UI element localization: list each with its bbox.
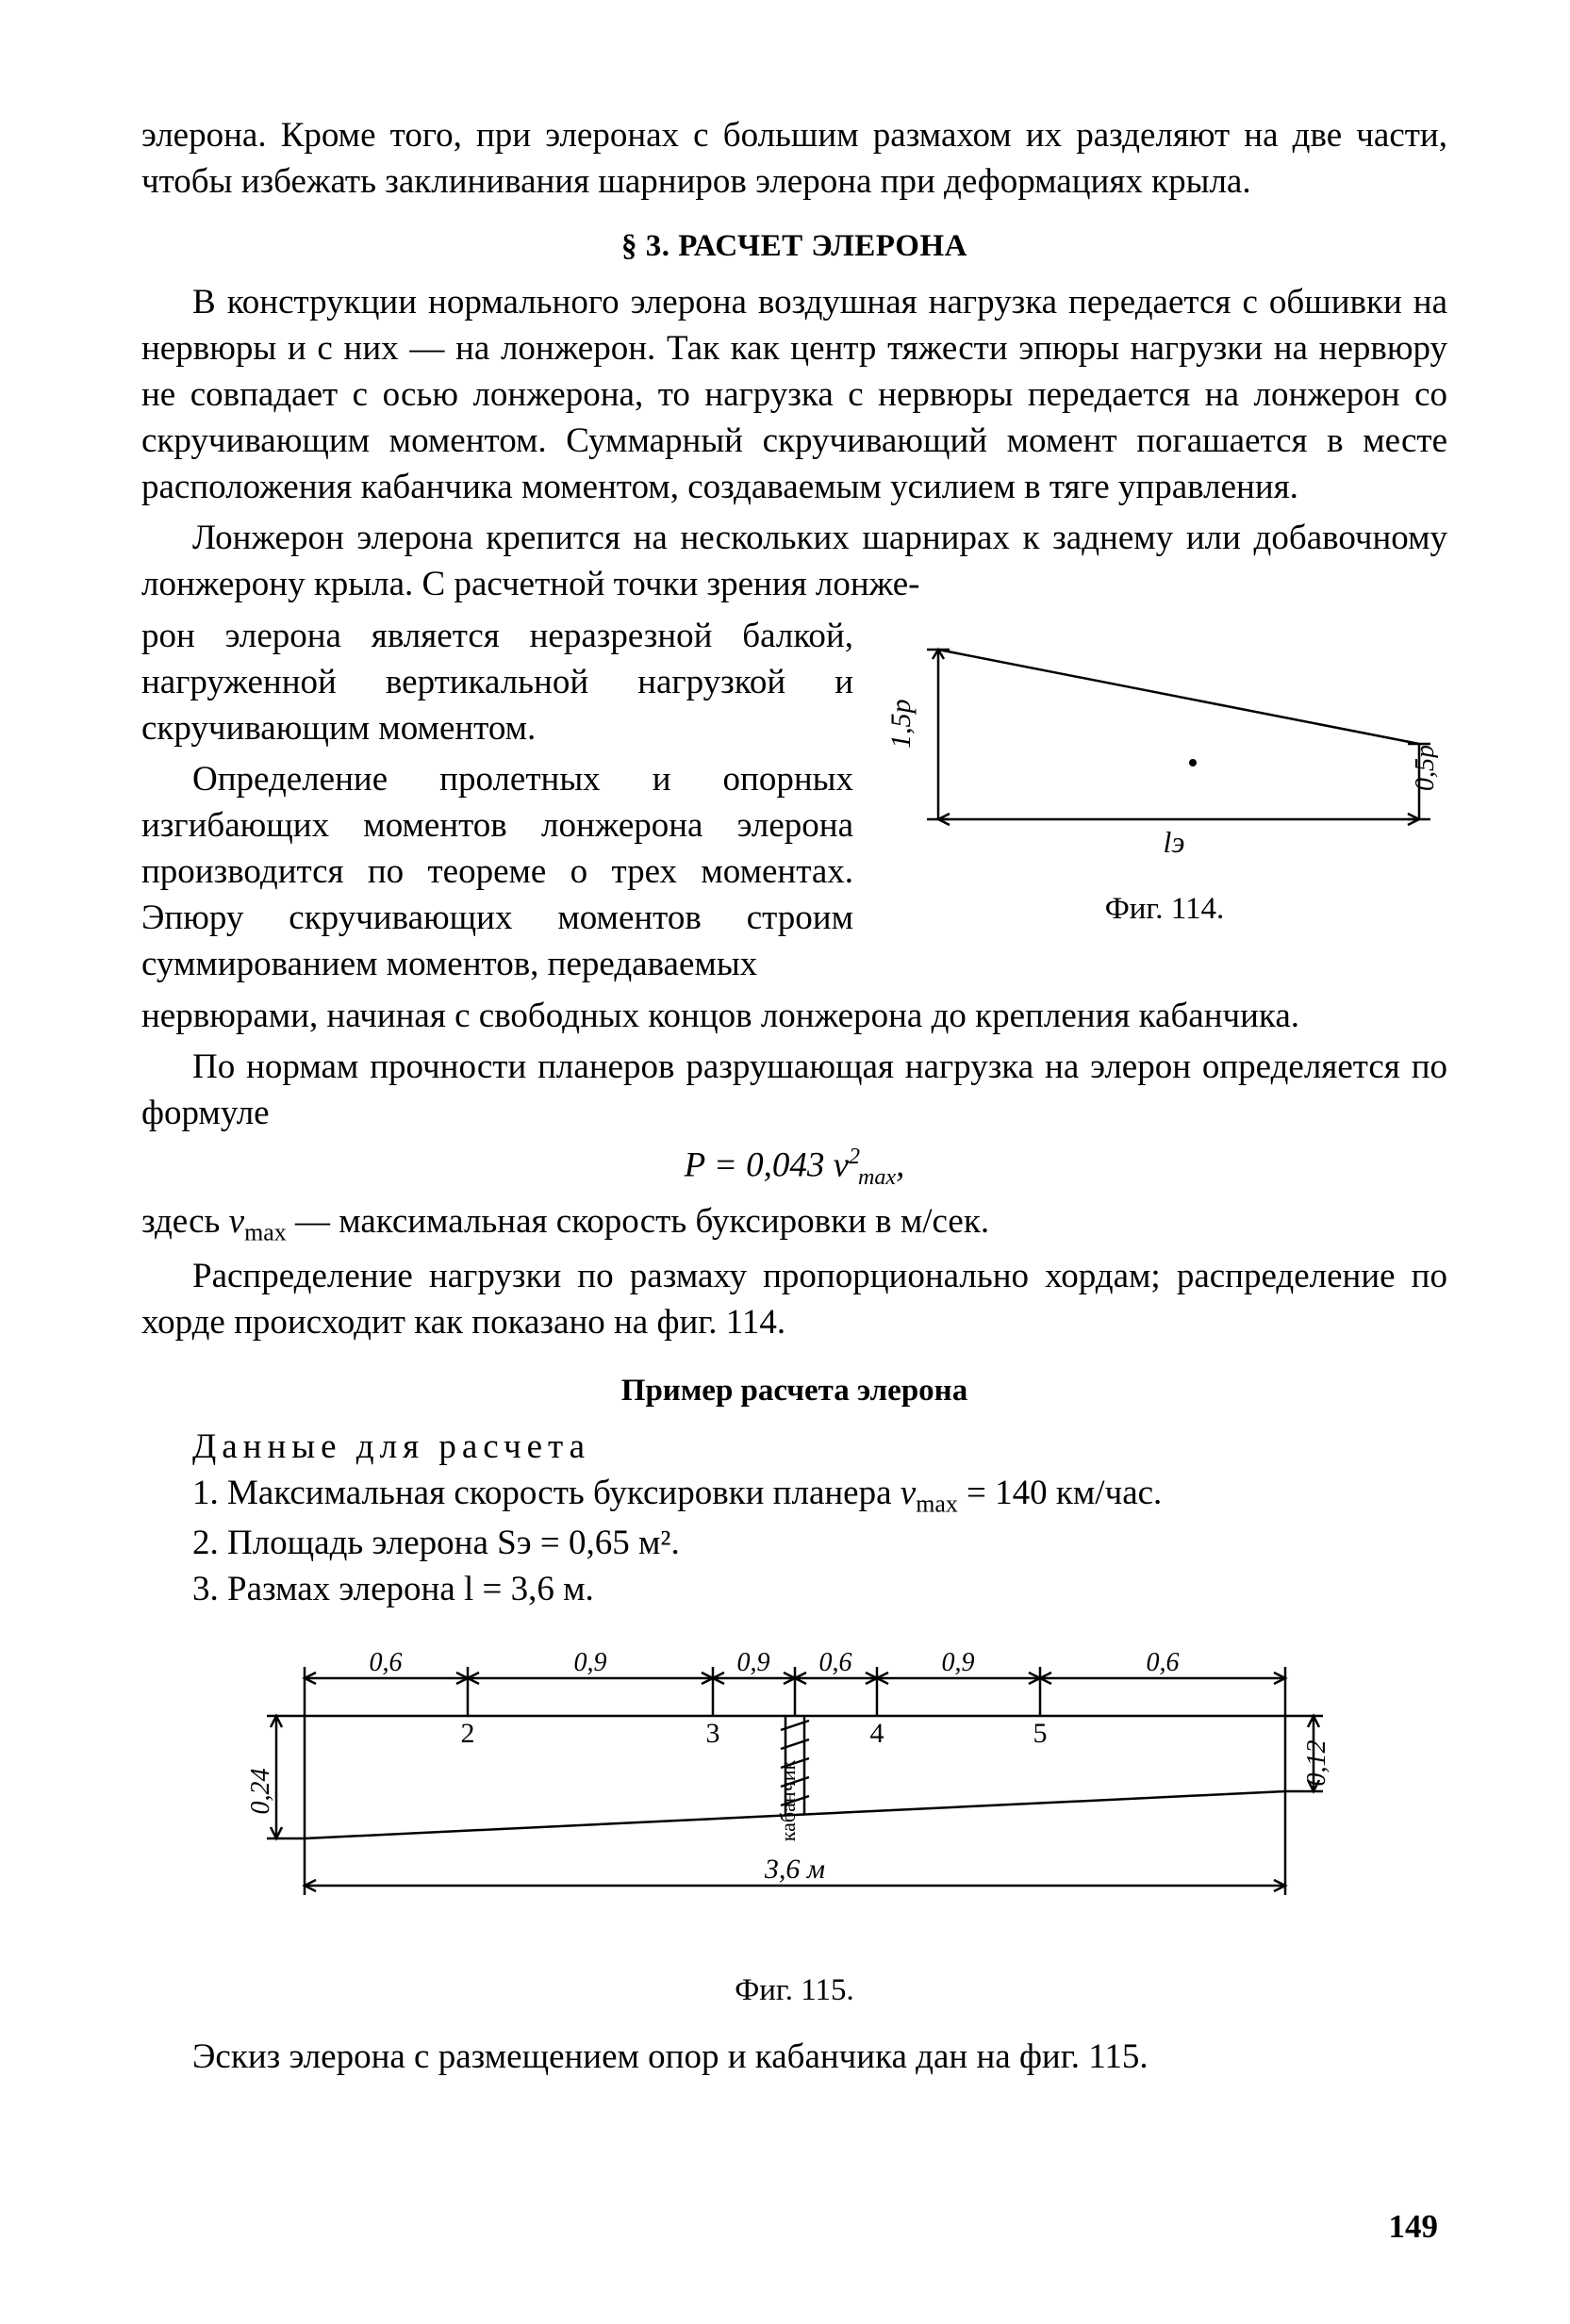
- list-2: 2. Площадь элерона Sэ = 0,65 м².: [141, 1521, 1447, 1567]
- para-last: Эскиз элерона с размещением опор и кабан…: [141, 2035, 1447, 2081]
- list1-rest: = 140 км/час.: [958, 1474, 1163, 1512]
- para-a: В конструкции нормального элерона воздуш…: [141, 280, 1447, 510]
- data-title: Данные для расчета: [141, 1425, 1447, 1471]
- formula-P: P: [685, 1146, 705, 1184]
- para-h: Распределение нагрузки по размаху пропор…: [141, 1254, 1447, 1346]
- para-e: нервюрами, начиная с свободных концов ло…: [141, 994, 1447, 1040]
- list-3: 3. Размах элерона l = 3,6 м.: [141, 1567, 1447, 1613]
- fig115-sup-5: 5: [1033, 1718, 1047, 1749]
- page: элерона. Кроме того, при элеронах с боль…: [0, 0, 1570, 2324]
- formula-coeff: 0,043: [746, 1146, 824, 1184]
- fig115-svg: 0,6 0,9 0,9 0,6 0,9 0,6 2 3 4 5 кабанчик…: [239, 1640, 1351, 1942]
- figure-115: 0,6 0,9 0,9 0,6 0,9 0,6 2 3 4 5 кабанчик…: [141, 1640, 1447, 2011]
- fig115-dim-5: 0,6: [1146, 1648, 1179, 1677]
- fig114-caption: Фиг. 114.: [882, 889, 1447, 931]
- para-g-rest: — максимальная скорость буксировки в м/с…: [287, 1202, 989, 1241]
- data-title-text: Данные для расчета: [192, 1427, 590, 1466]
- fig115-sup-3: 3: [705, 1718, 719, 1749]
- fig115-h-left: 0,24: [246, 1769, 275, 1815]
- fig114-svg: 1,5p 0,5p lэ: [891, 621, 1438, 866]
- formula-v: v: [834, 1146, 849, 1184]
- para-b: Лонжерон элерона крепится на нескольких …: [141, 516, 1447, 608]
- page-number: 149: [1389, 2205, 1439, 2249]
- wrap-block: 1,5p 0,5p lэ Фиг. 114. рон элерона являе…: [141, 614, 1447, 994]
- list-1: 1. Максимальная скорость буксировки план…: [141, 1471, 1447, 1521]
- example-title: Пример расчета элерона: [141, 1371, 1447, 1412]
- fig115-dim-3: 0,6: [818, 1648, 851, 1677]
- fig115-span: 3,6 м: [763, 1854, 824, 1885]
- fig115-dim-2: 0,9: [736, 1648, 769, 1677]
- para-g: здесь vmax — максимальная скорость букси…: [141, 1199, 1447, 1249]
- fig115-dim-0: 0,6: [369, 1648, 402, 1677]
- fig114-label-right: 0,5p: [1411, 745, 1438, 791]
- para-g-prefix: здесь: [141, 1202, 229, 1241]
- fig114-label-left: 1,5p: [891, 700, 917, 750]
- formula: P = 0,043 v2max,: [141, 1143, 1447, 1193]
- fig115-dim-1: 0,9: [573, 1648, 606, 1677]
- fig114-label-bottom: lэ: [1164, 825, 1185, 859]
- para-f: По нормам прочности планеров разрушающая…: [141, 1045, 1447, 1137]
- formula-sub: max: [858, 1165, 896, 1190]
- fig115-dim-4: 0,9: [941, 1648, 974, 1677]
- fig115-h-right: 0,12: [1302, 1740, 1331, 1787]
- fig115-sup-2: 2: [460, 1718, 474, 1749]
- list1-prefix: 1. Максимальная скорость буксировки план…: [192, 1474, 901, 1512]
- para-top: элерона. Кроме того, при элеронах с боль…: [141, 113, 1447, 206]
- fig115-caption: Фиг. 115.: [141, 1970, 1447, 2012]
- fig115-sup-4: 4: [869, 1718, 884, 1749]
- fig115-kabanchik: кабанчик: [776, 1760, 800, 1842]
- figure-114: 1,5p 0,5p lэ Фиг. 114.: [882, 621, 1447, 930]
- section-title: § 3. РАСЧЕТ ЭЛЕРОНА: [141, 226, 1447, 268]
